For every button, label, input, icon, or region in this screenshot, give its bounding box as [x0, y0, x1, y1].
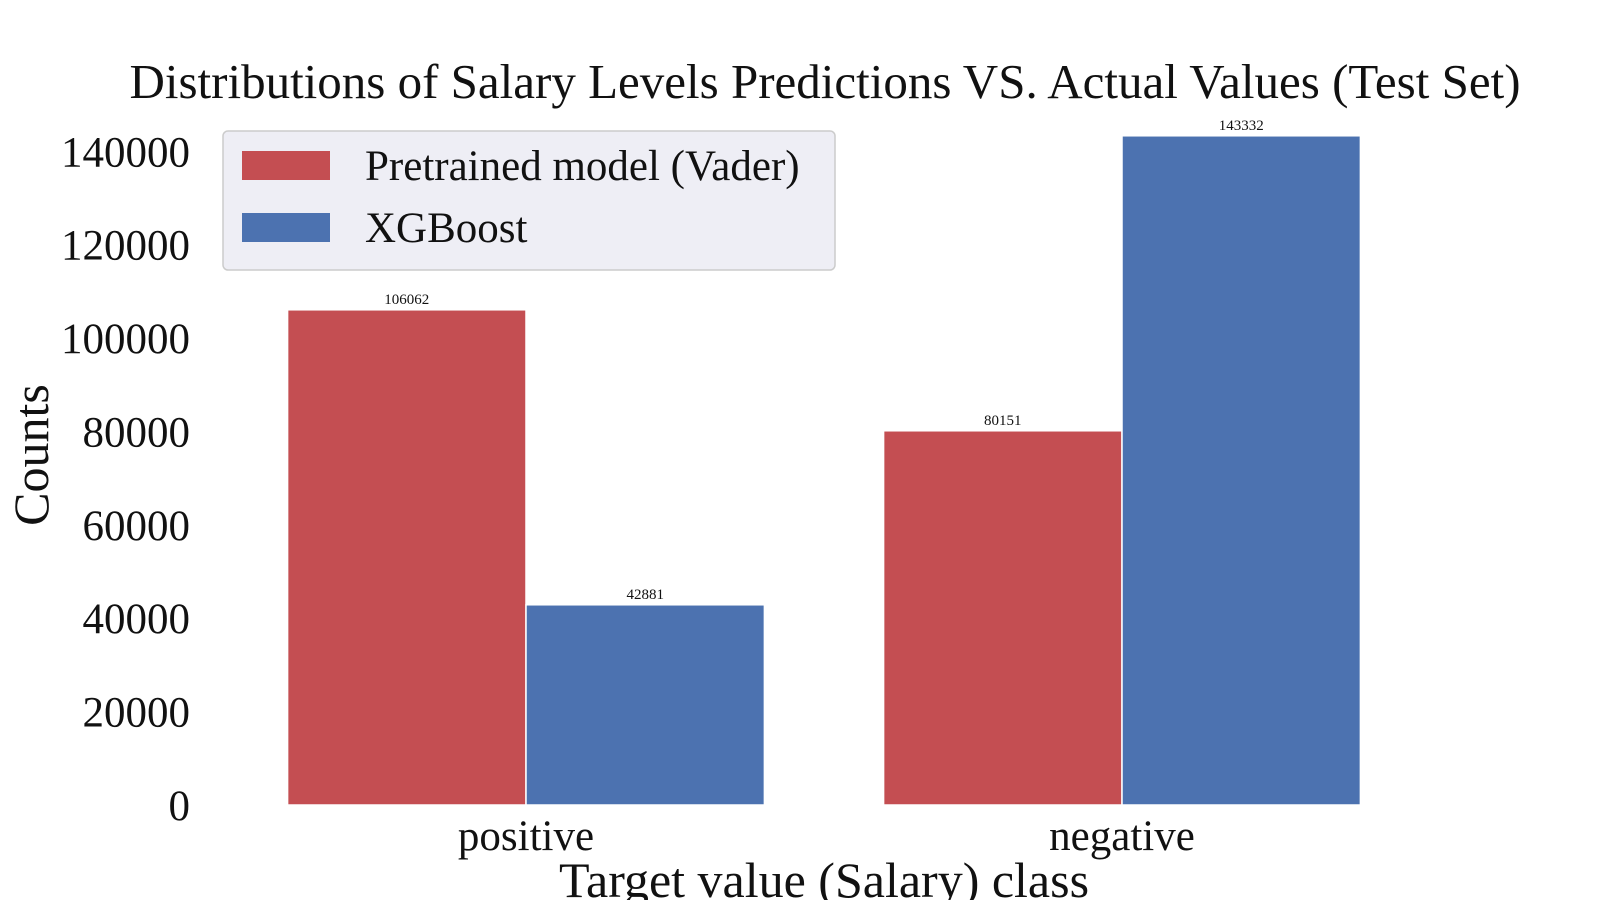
y-tick-label: 0: [169, 783, 191, 830]
y-axis-ticks: 0 20000 40000 60000 80000 100000 120000 140000: [61, 129, 190, 830]
x-axis-label: Target value (Salary) class: [559, 852, 1089, 900]
legend-swatch-vader: [242, 151, 330, 180]
bar-value-label: 106062: [384, 292, 429, 308]
x-axis-ticks: positive negative: [458, 813, 1195, 860]
y-axis-label: Counts: [3, 384, 59, 526]
bar-pretrained-model-vader-negative: [882, 430, 1123, 806]
y-tick-label: 20000: [83, 690, 191, 737]
legend: Pretrained model (Vader) XGBoost: [222, 130, 836, 271]
bars-layer: [286, 135, 1362, 806]
legend-label-xgboost: XGBoost: [365, 205, 528, 252]
bar-xgboost-negative: [1121, 135, 1362, 806]
legend-label-vader: Pretrained model (Vader): [365, 143, 800, 190]
y-tick-label: 60000: [83, 503, 191, 550]
y-tick-label: 140000: [61, 129, 190, 176]
legend-frame: [222, 130, 836, 271]
bar-value-label: 80151: [984, 413, 1022, 429]
y-tick-label: 120000: [61, 223, 190, 270]
chart-title: Distributions of Salary Levels Predictio…: [129, 54, 1520, 109]
legend-swatch-xgboost: [242, 213, 330, 242]
bar-xgboost-positive: [525, 604, 766, 806]
bar-pretrained-model-vader-positive: [286, 309, 527, 806]
x-tick-label-negative: negative: [1049, 813, 1195, 860]
y-tick-label: 40000: [83, 596, 191, 643]
bar-value-label: 143332: [1219, 118, 1264, 134]
y-tick-label: 100000: [61, 316, 190, 363]
y-tick-label: 80000: [83, 409, 191, 456]
bar-value-label: 42881: [626, 587, 664, 603]
bar-value-labels: 106062 42881 80151 143332: [384, 118, 1263, 603]
x-tick-label-positive: positive: [458, 813, 594, 860]
